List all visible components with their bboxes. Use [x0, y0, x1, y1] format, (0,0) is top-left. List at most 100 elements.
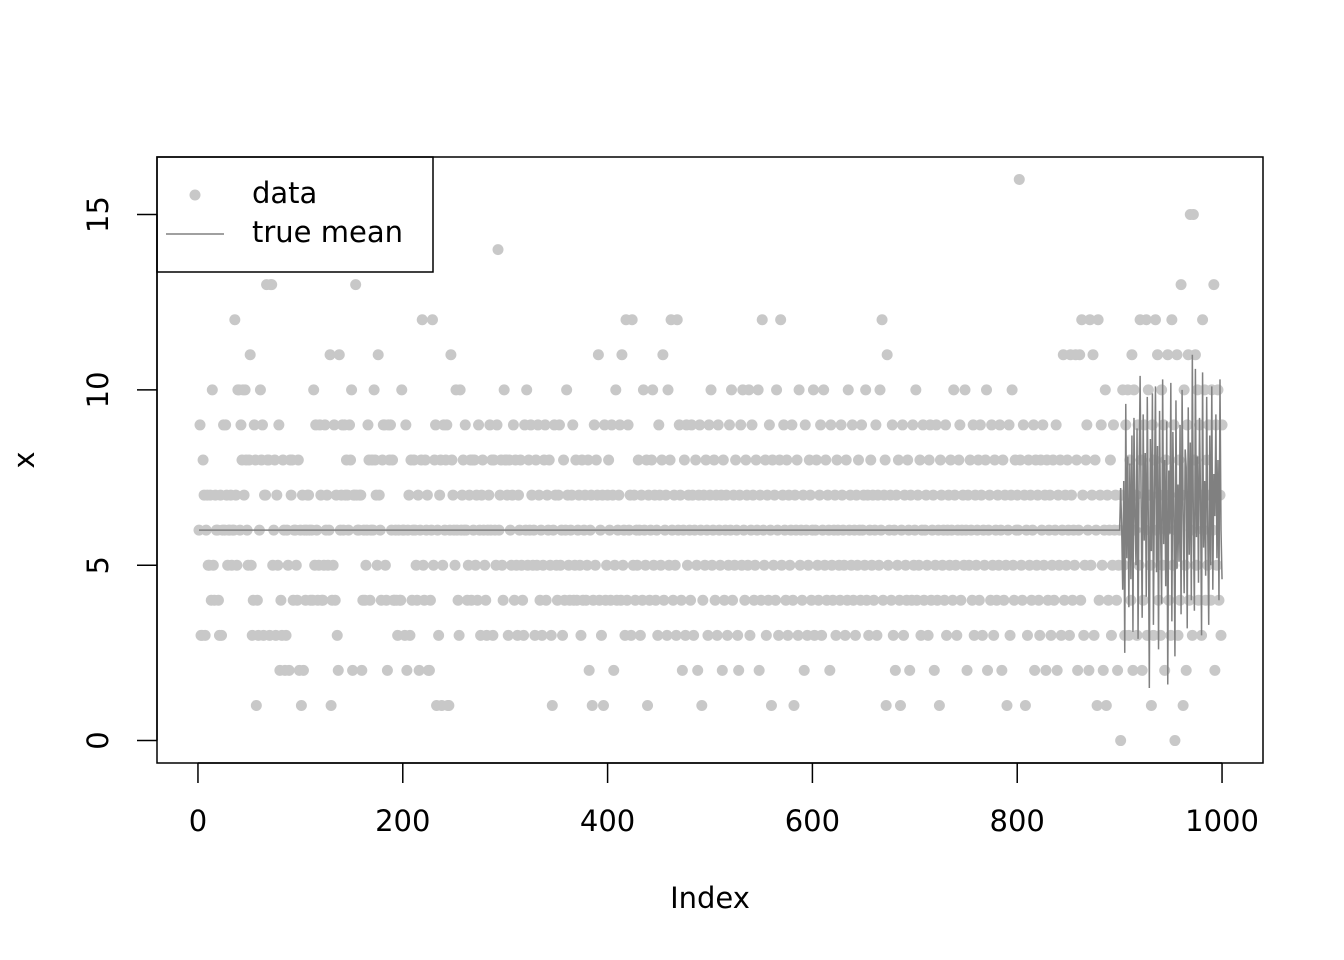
data-point: [561, 384, 573, 396]
data-point: [954, 419, 966, 431]
data-point: [868, 594, 880, 606]
data-point: [373, 489, 385, 501]
data-point: [758, 559, 770, 571]
data-point: [497, 594, 509, 606]
data-point: [364, 594, 376, 606]
data-point: [706, 559, 718, 571]
data-point: [973, 594, 985, 606]
data-point: [441, 419, 453, 431]
data-point: [491, 419, 503, 431]
data-point: [712, 419, 724, 431]
data-point: [517, 594, 529, 606]
data-point: [735, 419, 747, 431]
data-point: [1100, 699, 1112, 711]
data-point: [1096, 559, 1108, 571]
data-point: [303, 489, 315, 501]
data-point: [661, 629, 673, 641]
y-axis-label: x: [7, 451, 41, 468]
data-point: [1216, 419, 1228, 431]
data-point: [601, 559, 613, 571]
data-point: [616, 349, 628, 361]
data-point: [891, 559, 903, 571]
data-point: [1112, 664, 1124, 676]
data-point: [543, 454, 555, 466]
data-point: [1174, 594, 1186, 606]
data-point: [1156, 384, 1168, 396]
data-point: [447, 489, 459, 501]
data-point: [880, 699, 892, 711]
data-point: [702, 629, 714, 641]
data-point: [820, 454, 832, 466]
data-point: [1095, 419, 1107, 431]
data-point: [1038, 559, 1050, 571]
data-point: [978, 559, 990, 571]
data-point: [1137, 594, 1149, 606]
data-point: [877, 594, 889, 606]
data-point: [756, 314, 768, 326]
data-point: [863, 629, 875, 641]
data-point: [632, 454, 644, 466]
data-point: [459, 419, 471, 431]
data-point: [273, 419, 285, 431]
data-point: [1149, 314, 1161, 326]
data-point: [721, 629, 733, 641]
data-point: [1061, 454, 1073, 466]
data-point: [329, 594, 341, 606]
data-point: [1084, 314, 1096, 326]
data-point: [887, 629, 899, 641]
data-point: [897, 419, 909, 431]
data-point: [733, 664, 745, 676]
data-point: [691, 559, 703, 571]
data-point: [317, 594, 329, 606]
data-point: [842, 384, 854, 396]
data-point: [479, 559, 491, 571]
data-point: [372, 349, 384, 361]
data-point: [796, 594, 808, 606]
data-point: [723, 419, 735, 431]
data-point: [540, 594, 552, 606]
data-point: [950, 559, 962, 571]
data-point: [776, 559, 788, 571]
data-point: [626, 314, 638, 326]
data-point: [726, 384, 738, 396]
data-point: [679, 629, 691, 641]
data-point: [986, 419, 998, 431]
data-point: [750, 454, 762, 466]
legend-symbol: [189, 189, 201, 201]
data-point: [238, 489, 250, 501]
data-point: [1087, 349, 1099, 361]
data-point: [1099, 384, 1111, 396]
data-point: [902, 454, 914, 466]
data-point: [1044, 489, 1056, 501]
data-point: [449, 559, 461, 571]
data-point: [292, 454, 304, 466]
data-point: [597, 699, 609, 711]
data-point: [553, 419, 565, 431]
data-point: [794, 559, 806, 571]
data-point: [384, 419, 396, 431]
data-point: [1001, 699, 1013, 711]
data-point: [426, 314, 438, 326]
data-point: [852, 454, 864, 466]
data-point: [220, 419, 232, 431]
data-point: [708, 454, 720, 466]
data-point: [1197, 314, 1209, 326]
data-point: [948, 384, 960, 396]
data-point: [835, 419, 847, 431]
data-point: [244, 349, 256, 361]
data-point: [730, 454, 742, 466]
data-point: [765, 699, 777, 711]
y-tick-label: 15: [81, 196, 115, 233]
data-point: [325, 699, 337, 711]
data-point: [1075, 594, 1087, 606]
data-point: [1007, 559, 1019, 571]
data-point: [480, 594, 492, 606]
x-tick-label: 600: [785, 804, 840, 838]
data-point: [1071, 454, 1083, 466]
data-point: [428, 559, 439, 571]
data-point: [251, 594, 263, 606]
data-point: [403, 489, 415, 501]
data-point: [789, 489, 801, 501]
data-point: [900, 559, 912, 571]
data-point: [1180, 664, 1192, 676]
